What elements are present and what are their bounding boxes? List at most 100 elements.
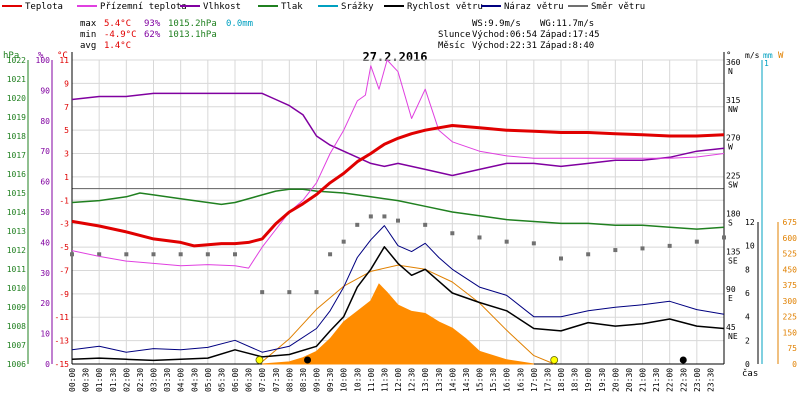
time-tick: 02:00 [122,368,131,392]
time-tick: 12:30 [408,368,417,392]
humidity-tick: 0 [45,360,50,369]
stat-avg-temp: 1.4°C [104,41,131,51]
wind-direction-point [70,252,74,257]
marker-sunrise [255,356,264,364]
humidity-tick: 80 [40,117,50,126]
humidity-tick: 90 [40,86,50,95]
wind-direction-point [205,252,210,257]
rain-tick: 1 [764,59,769,68]
wind-direction-point [124,252,129,257]
stat-sun-label: Slunce [438,30,471,40]
wind-tick: 0 [745,360,750,369]
stat-min-label: min [80,30,96,40]
temp-tick: -11 [55,313,70,322]
wind-direction-point [233,252,237,257]
time-tick: 22:30 [679,368,688,392]
solar-tick: 600 [783,234,798,243]
time-tick: 15:30 [489,368,498,392]
tick-labels: 1022102110201019101810171016101510141013… [7,56,797,392]
wind-direction-point [151,252,156,257]
wind-direction-point [694,239,699,244]
pressure-tick: 1009 [7,303,26,312]
stat-max-temp: 5.4°C [104,19,131,29]
temp-tick: -1 [59,196,69,205]
solar-tick: 225 [783,313,798,322]
time-tick: 23:30 [706,368,715,392]
time-tick: 03:30 [163,368,172,392]
time-tick: 22:00 [666,368,675,392]
dir-tick-deg: 90 [726,285,736,294]
time-tick: 16:00 [503,368,512,392]
wind-direction-point [287,290,292,295]
solar-tick: 675 [783,218,798,227]
time-tick: 14:00 [448,368,457,392]
humidity-tick: 30 [40,269,50,278]
legend: Teplota Přízemní teplota Vlhkost Tlak Sr… [2,2,645,12]
humidity-tick: 10 [40,330,50,339]
solar-tick: 450 [783,265,798,274]
wind-direction-point [368,214,373,219]
unit-wind: m/s [745,51,760,60]
wind-tick: 10 [745,242,755,251]
time-tick: 16:30 [516,368,525,392]
wind-direction-point [396,218,400,223]
time-tick: 18:00 [557,368,566,392]
pressure-tick: 1010 [7,284,26,293]
humidity-tick: 40 [40,238,50,247]
stat-max-hum: 93% [144,19,161,29]
pressure-tick: 1012 [7,246,26,255]
humidity-tick: 70 [40,147,50,156]
dir-tick-deg: 45 [726,323,736,332]
series-theoretical-solar [259,264,555,365]
stat-max-rain: 0.0mm [226,19,253,29]
dir-tick-name: N [728,67,733,76]
legend-smer-vetru: Směr větru [591,2,645,12]
series-wind-speed [71,246,725,362]
time-tick: 05:30 [217,368,226,392]
stat-ws: WS:9.9m/s [472,19,521,29]
dir-tick-name: S [728,218,733,227]
marker-sunset [550,356,559,364]
temp-tick: 1 [64,173,69,182]
time-axis-label: čas [742,368,758,379]
time-tick: 04:30 [190,368,199,392]
time-tick: 11:30 [380,368,389,392]
pressure-tick: 1007 [7,341,26,350]
time-tick: 01:30 [109,368,118,392]
humidity-tick: 20 [40,299,50,308]
pressure-tick: 1020 [7,94,26,103]
humidity-tick: 50 [40,208,50,217]
solar-tick: 300 [783,297,798,306]
dir-tick-name: E [728,294,733,303]
stat-max-press: 1015.2hPa [168,19,217,29]
time-tick: 19:00 [584,368,593,392]
pressure-tick: 1011 [7,265,26,274]
pressure-tick: 1014 [7,208,26,217]
pressure-tick: 1021 [7,75,26,84]
stat-min-press: 1013.1hPa [168,30,217,40]
stats: max 5.4°C 93% 1015.2hPa 0.0mm min -4.9°C… [80,19,600,51]
time-tick: 20:00 [611,368,620,392]
temp-tick: -7 [59,266,69,275]
series-layer [70,59,726,365]
temp-tick: -5 [59,243,69,252]
time-tick: 09:00 [313,368,322,392]
solar-tick: 375 [783,281,798,290]
pressure-tick: 1013 [7,227,26,236]
time-tick: 11:00 [367,368,376,392]
marker-moonrise [679,356,687,364]
time-tick: 09:30 [326,368,335,392]
wind-tick: 6 [745,289,750,298]
temp-tick: 9 [64,79,69,88]
time-tick: 21:00 [639,368,648,392]
dir-tick-deg: 135 [726,247,741,256]
time-tick: 00:30 [82,368,91,392]
dir-tick-deg: 270 [726,134,741,143]
time-tick: 12:00 [394,368,403,392]
wind-direction-point [260,290,265,295]
pressure-tick: 1022 [7,56,26,65]
solar-tick: 525 [783,250,798,259]
time-tick: 07:30 [272,368,281,392]
legend-srazky: Srážky [341,2,374,12]
stat-max-label: max [80,19,97,29]
